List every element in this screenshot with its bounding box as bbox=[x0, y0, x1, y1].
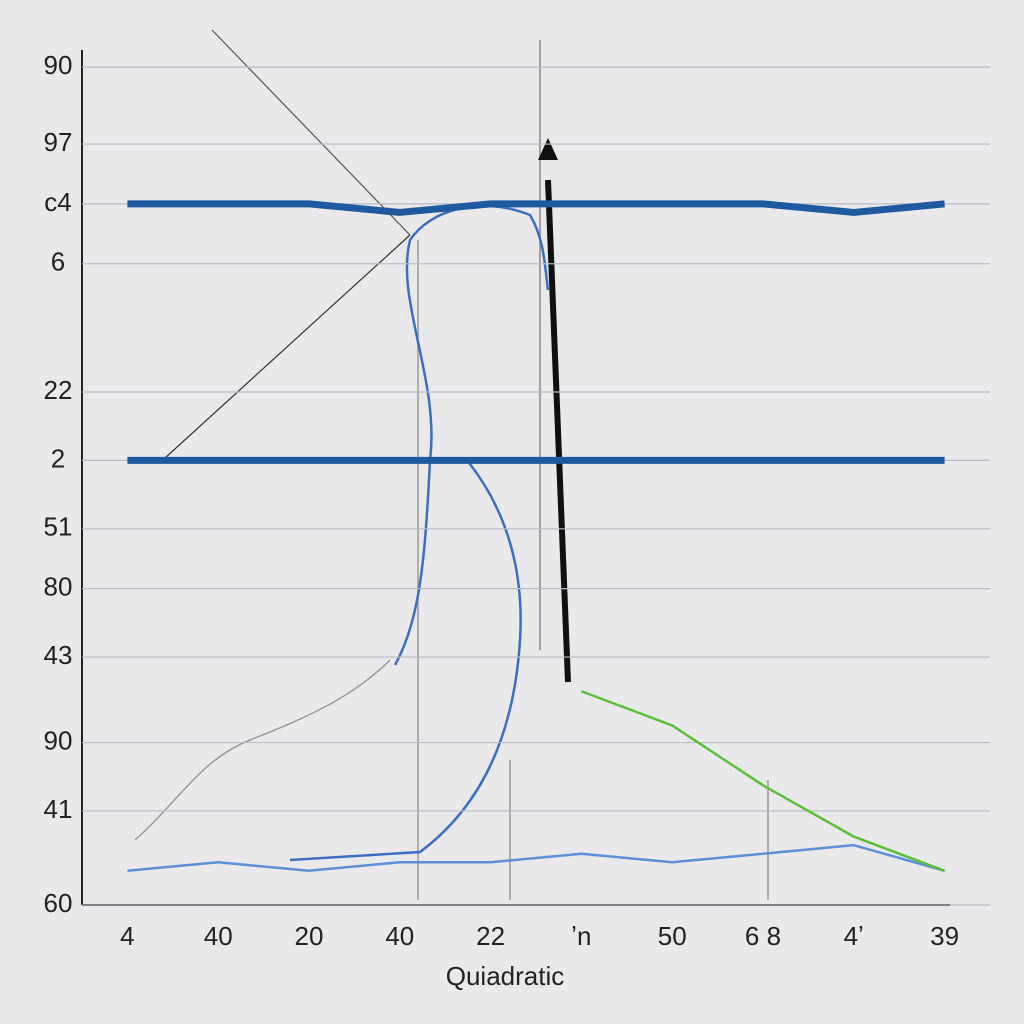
x-tick-label: 4ʼ bbox=[844, 921, 864, 951]
y-tick-label: c4 bbox=[44, 187, 71, 217]
series-line bbox=[127, 200, 945, 216]
y-tick-label: 90 bbox=[44, 50, 73, 80]
x-tick-label: 39 bbox=[930, 921, 959, 951]
x-tick-label: 40 bbox=[385, 921, 414, 951]
y-tick-label: 60 bbox=[44, 888, 73, 918]
x-tick-label: 6 8 bbox=[745, 921, 781, 951]
y-tick-label: 90 bbox=[44, 725, 73, 755]
y-tick-label: 6 bbox=[51, 247, 65, 277]
y-tick-label: 41 bbox=[44, 794, 73, 824]
gray-curve bbox=[134, 659, 391, 841]
x-tick-label: ʼn bbox=[571, 921, 591, 951]
x-tick-label: 50 bbox=[658, 921, 687, 951]
x-tick-label: 4 bbox=[120, 921, 134, 951]
series-line bbox=[580, 690, 946, 872]
x-tick-label: 20 bbox=[295, 921, 324, 951]
y-tick-label: 43 bbox=[44, 640, 73, 670]
y-tick-label: 22 bbox=[44, 375, 73, 405]
y-tick-label: 80 bbox=[44, 572, 73, 602]
x-tick-label: 40 bbox=[204, 921, 233, 951]
arrow-head bbox=[538, 138, 558, 160]
x-tick-label: 22 bbox=[476, 921, 505, 951]
y-tick-label: 97 bbox=[44, 127, 73, 157]
x-axis-title: Quiadratic bbox=[446, 961, 565, 991]
y-tick-label: 51 bbox=[44, 512, 73, 542]
diagonal-line bbox=[164, 234, 411, 459]
diagonal-line bbox=[211, 29, 411, 236]
y-tick-label: 2 bbox=[51, 443, 65, 473]
series-line bbox=[127, 843, 945, 873]
